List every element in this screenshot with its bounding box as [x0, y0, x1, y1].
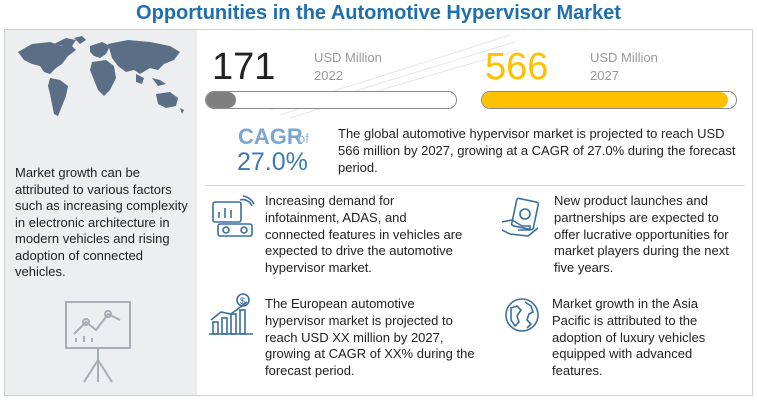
- page-title: Opportunities in the Automotive Hypervis…: [136, 2, 621, 24]
- cagr-of: of: [298, 131, 309, 146]
- card-european-market-text: The European automotive hypervisor marke…: [265, 296, 475, 379]
- card-product-launch-text: New product launches and partnerships ar…: [554, 193, 729, 276]
- current-year: 2022: [314, 68, 343, 83]
- current-unit: USD Million: [314, 50, 382, 65]
- world-map-icon: [18, 36, 184, 116]
- forecast-market-value: 566: [485, 46, 549, 88]
- infographic-frame: [4, 29, 753, 396]
- forecast-progress-bar: [481, 91, 737, 109]
- card-asia-pacific-text: Market growth in the Asia Pacific is att…: [552, 296, 706, 379]
- svg-text:$: $: [240, 296, 245, 306]
- current-progress-bar: [205, 91, 457, 109]
- current-market-value: 171: [212, 46, 276, 88]
- cagr-value: 27.0%: [237, 148, 308, 176]
- section-divider: [205, 185, 745, 186]
- current-progress-fill: [206, 92, 236, 108]
- forecast-year: 2027: [590, 68, 619, 83]
- infotainment-dashboard-icon: [212, 195, 255, 237]
- forecast-unit: USD Million: [590, 50, 658, 65]
- growth-factors-text: Market growth can be attributed to vario…: [15, 165, 188, 279]
- presentation-chart-icon: [65, 301, 131, 383]
- card-infotainment-text: Increasing demand for infotainment, ADAS…: [265, 193, 463, 276]
- market-projection-text: The global automotive hypervisor market …: [338, 126, 736, 175]
- money-hand-icon: [501, 197, 540, 237]
- forecast-progress-fill: [482, 92, 729, 108]
- growth-chart-dollar-icon: $: [209, 293, 253, 335]
- cagr-label: CAGR: [238, 124, 303, 149]
- globe-icon: [505, 298, 539, 332]
